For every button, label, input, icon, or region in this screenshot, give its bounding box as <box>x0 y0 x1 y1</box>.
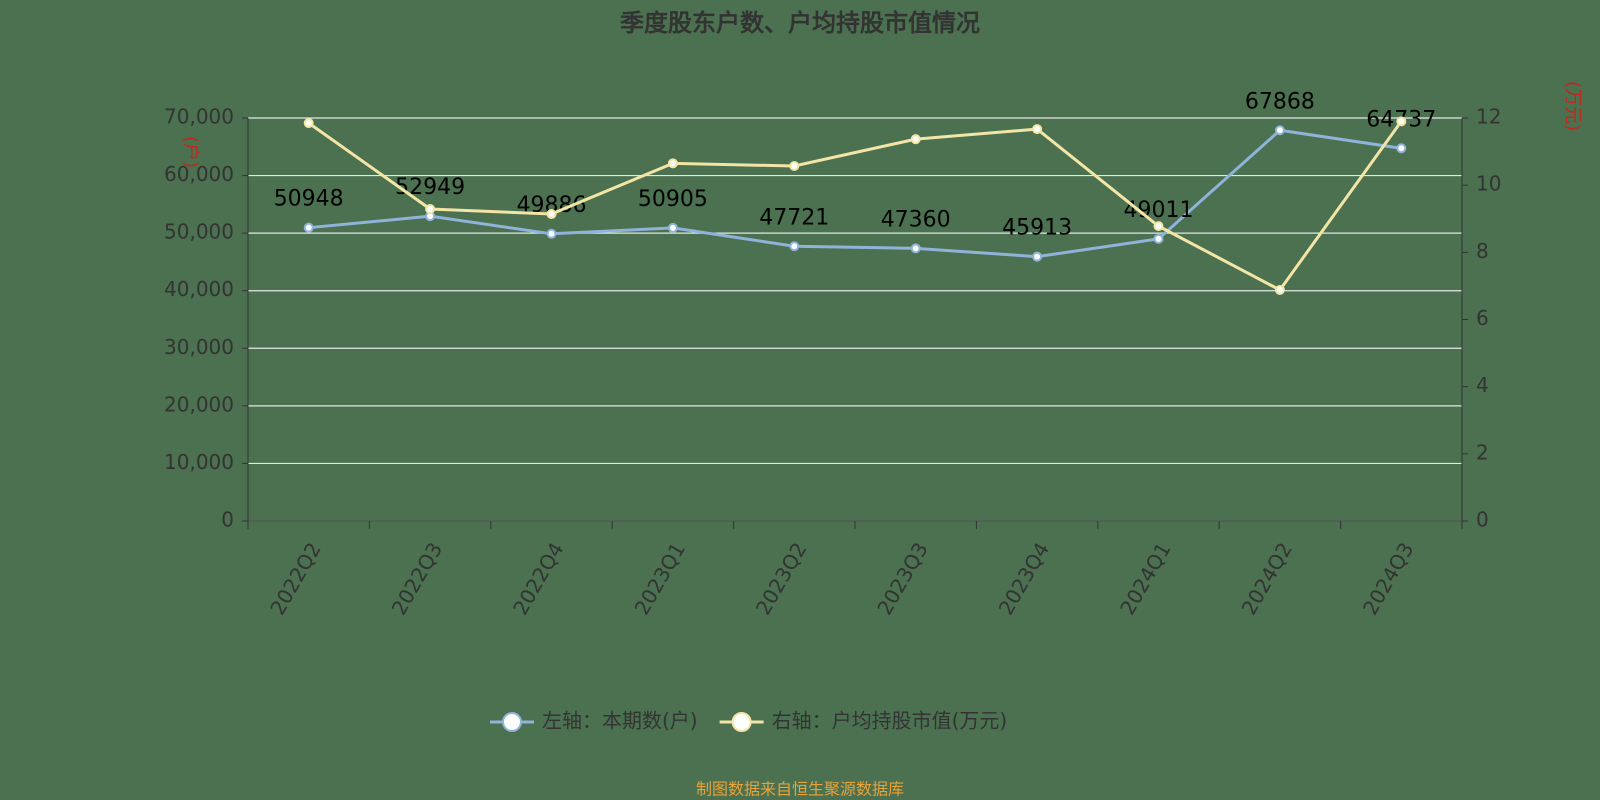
y-tick-label: 70,000 <box>164 105 234 129</box>
y-tick-label: 30,000 <box>164 335 234 359</box>
y2-tick-label: 4 <box>1476 373 1489 397</box>
legend-label: 左轴：本期数(户) <box>542 709 698 733</box>
data-point <box>425 204 436 215</box>
y2-tick-label: 6 <box>1476 306 1489 330</box>
data-point <box>1274 284 1285 295</box>
data-label: 49011 <box>1124 198 1194 223</box>
data-point <box>546 209 557 220</box>
data-point <box>1032 124 1043 135</box>
data-point <box>667 158 678 169</box>
data-label: 50905 <box>638 187 708 212</box>
y2-tick-label: 0 <box>1476 508 1489 532</box>
data-point <box>546 228 557 239</box>
data-point <box>1396 143 1407 154</box>
series-line <box>308 128 1402 259</box>
y2-tick-label: 2 <box>1476 440 1489 464</box>
data-point <box>789 241 800 252</box>
data-point <box>303 118 314 129</box>
data-point <box>1396 116 1407 127</box>
legend-label: 右轴：户均持股市值(万元) <box>772 709 1008 733</box>
source-note: 制图数据来自恒生聚源数据库 <box>696 780 904 799</box>
data-point <box>910 134 921 145</box>
data-label: 47360 <box>881 207 951 232</box>
data-label: 52949 <box>395 175 465 200</box>
y2-tick-label: 10 <box>1476 172 1501 196</box>
legend-marker <box>502 712 522 732</box>
y-tick-label: 40,000 <box>164 277 234 301</box>
y-tick-label: 10,000 <box>164 450 234 474</box>
chart-title: 季度股东户数、户均持股市值情况 <box>620 9 980 37</box>
y-tick-label: 20,000 <box>164 392 234 416</box>
data-point <box>1032 251 1043 262</box>
y-axis-label: (户) <box>180 136 201 168</box>
y2-tick-label: 8 <box>1476 239 1489 263</box>
data-point <box>1153 233 1164 244</box>
legend-marker <box>731 712 752 732</box>
data-point <box>1153 221 1164 232</box>
y2-axis-label: (万元) <box>1562 81 1583 131</box>
data-point <box>1274 125 1285 136</box>
data-label: 50948 <box>274 187 344 212</box>
data-point <box>910 243 921 254</box>
data-point <box>789 161 800 172</box>
data-label: 45913 <box>1002 216 1072 241</box>
data-label: 47721 <box>759 205 829 230</box>
y-tick-label: 0 <box>221 508 234 532</box>
y-tick-label: 50,000 <box>164 220 234 244</box>
data-point <box>303 222 314 233</box>
data-point <box>667 222 678 233</box>
y2-tick-label: 12 <box>1476 105 1501 129</box>
series-line <box>307 120 1403 292</box>
y-tick-label: 60,000 <box>164 162 234 186</box>
data-label: 67868 <box>1245 89 1315 114</box>
